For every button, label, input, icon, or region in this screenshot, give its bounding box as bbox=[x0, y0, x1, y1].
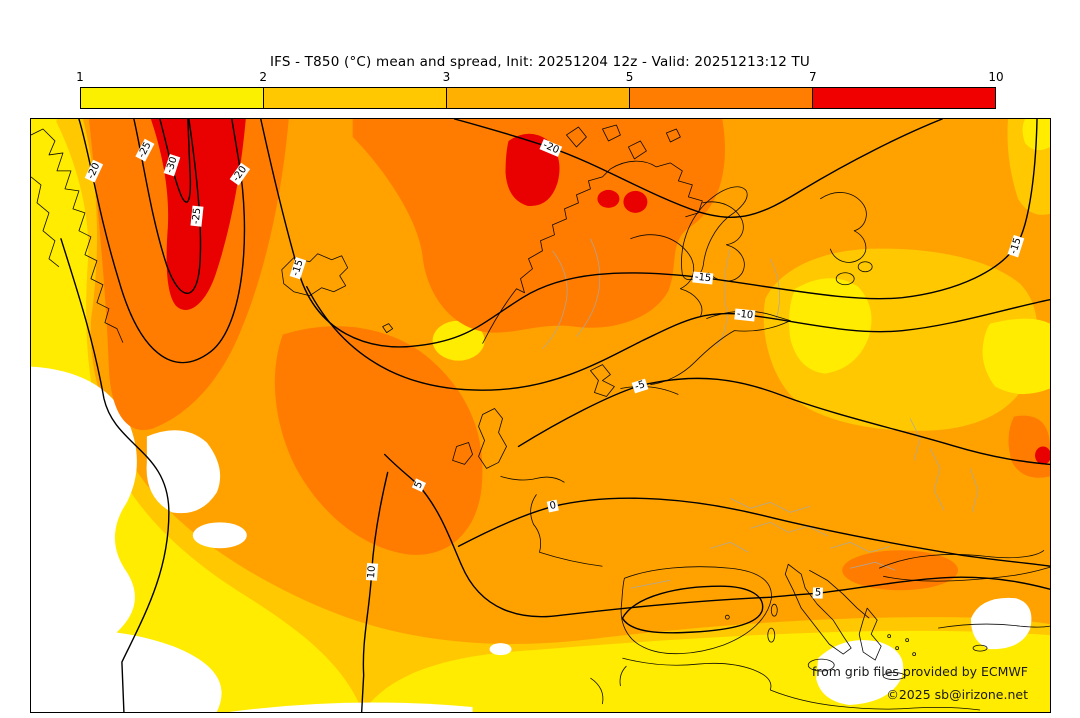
chart-title: IFS - T850 (°C) mean and spread, Init: 2… bbox=[269, 54, 811, 70]
colorbar-segment bbox=[264, 88, 447, 108]
colorbar-tick: 3 bbox=[442, 70, 451, 84]
colorbar-segment bbox=[447, 88, 630, 108]
contours-layer bbox=[60, 119, 1050, 712]
colorbar-tick: 1 bbox=[76, 70, 84, 84]
attribution-copyright: ©2025 sb@irizone.net bbox=[886, 686, 1028, 702]
coastlines-layer bbox=[31, 124, 1050, 711]
colorbar-tick: 7 bbox=[808, 70, 817, 84]
spread-fill-layer bbox=[31, 119, 1050, 712]
colorbar-segment bbox=[813, 88, 995, 108]
colorbar: 1 2 3 5 7 10 bbox=[76, 70, 1004, 112]
attribution: from grib files provided by ECMWF ©2025 … bbox=[812, 660, 1028, 706]
colorbar-tick: 5 bbox=[625, 70, 634, 84]
colorbar-segment bbox=[630, 88, 813, 108]
attribution-source: from grib files provided by ECMWF bbox=[811, 663, 1028, 679]
map-panel: -20 -25 -30 -25 -20 -15 -20 -15 -15 -10 -5 0 5 10 5 fr… bbox=[30, 118, 1051, 713]
colorbar-segment bbox=[81, 88, 264, 108]
colorbar-ticks: 1 2 3 5 7 10 bbox=[76, 70, 1003, 85]
colorbar-tick: 10 bbox=[988, 70, 1004, 84]
colorbar-scale bbox=[80, 87, 996, 109]
colorbar-tick: 2 bbox=[259, 70, 268, 84]
map-canvas bbox=[31, 119, 1050, 712]
